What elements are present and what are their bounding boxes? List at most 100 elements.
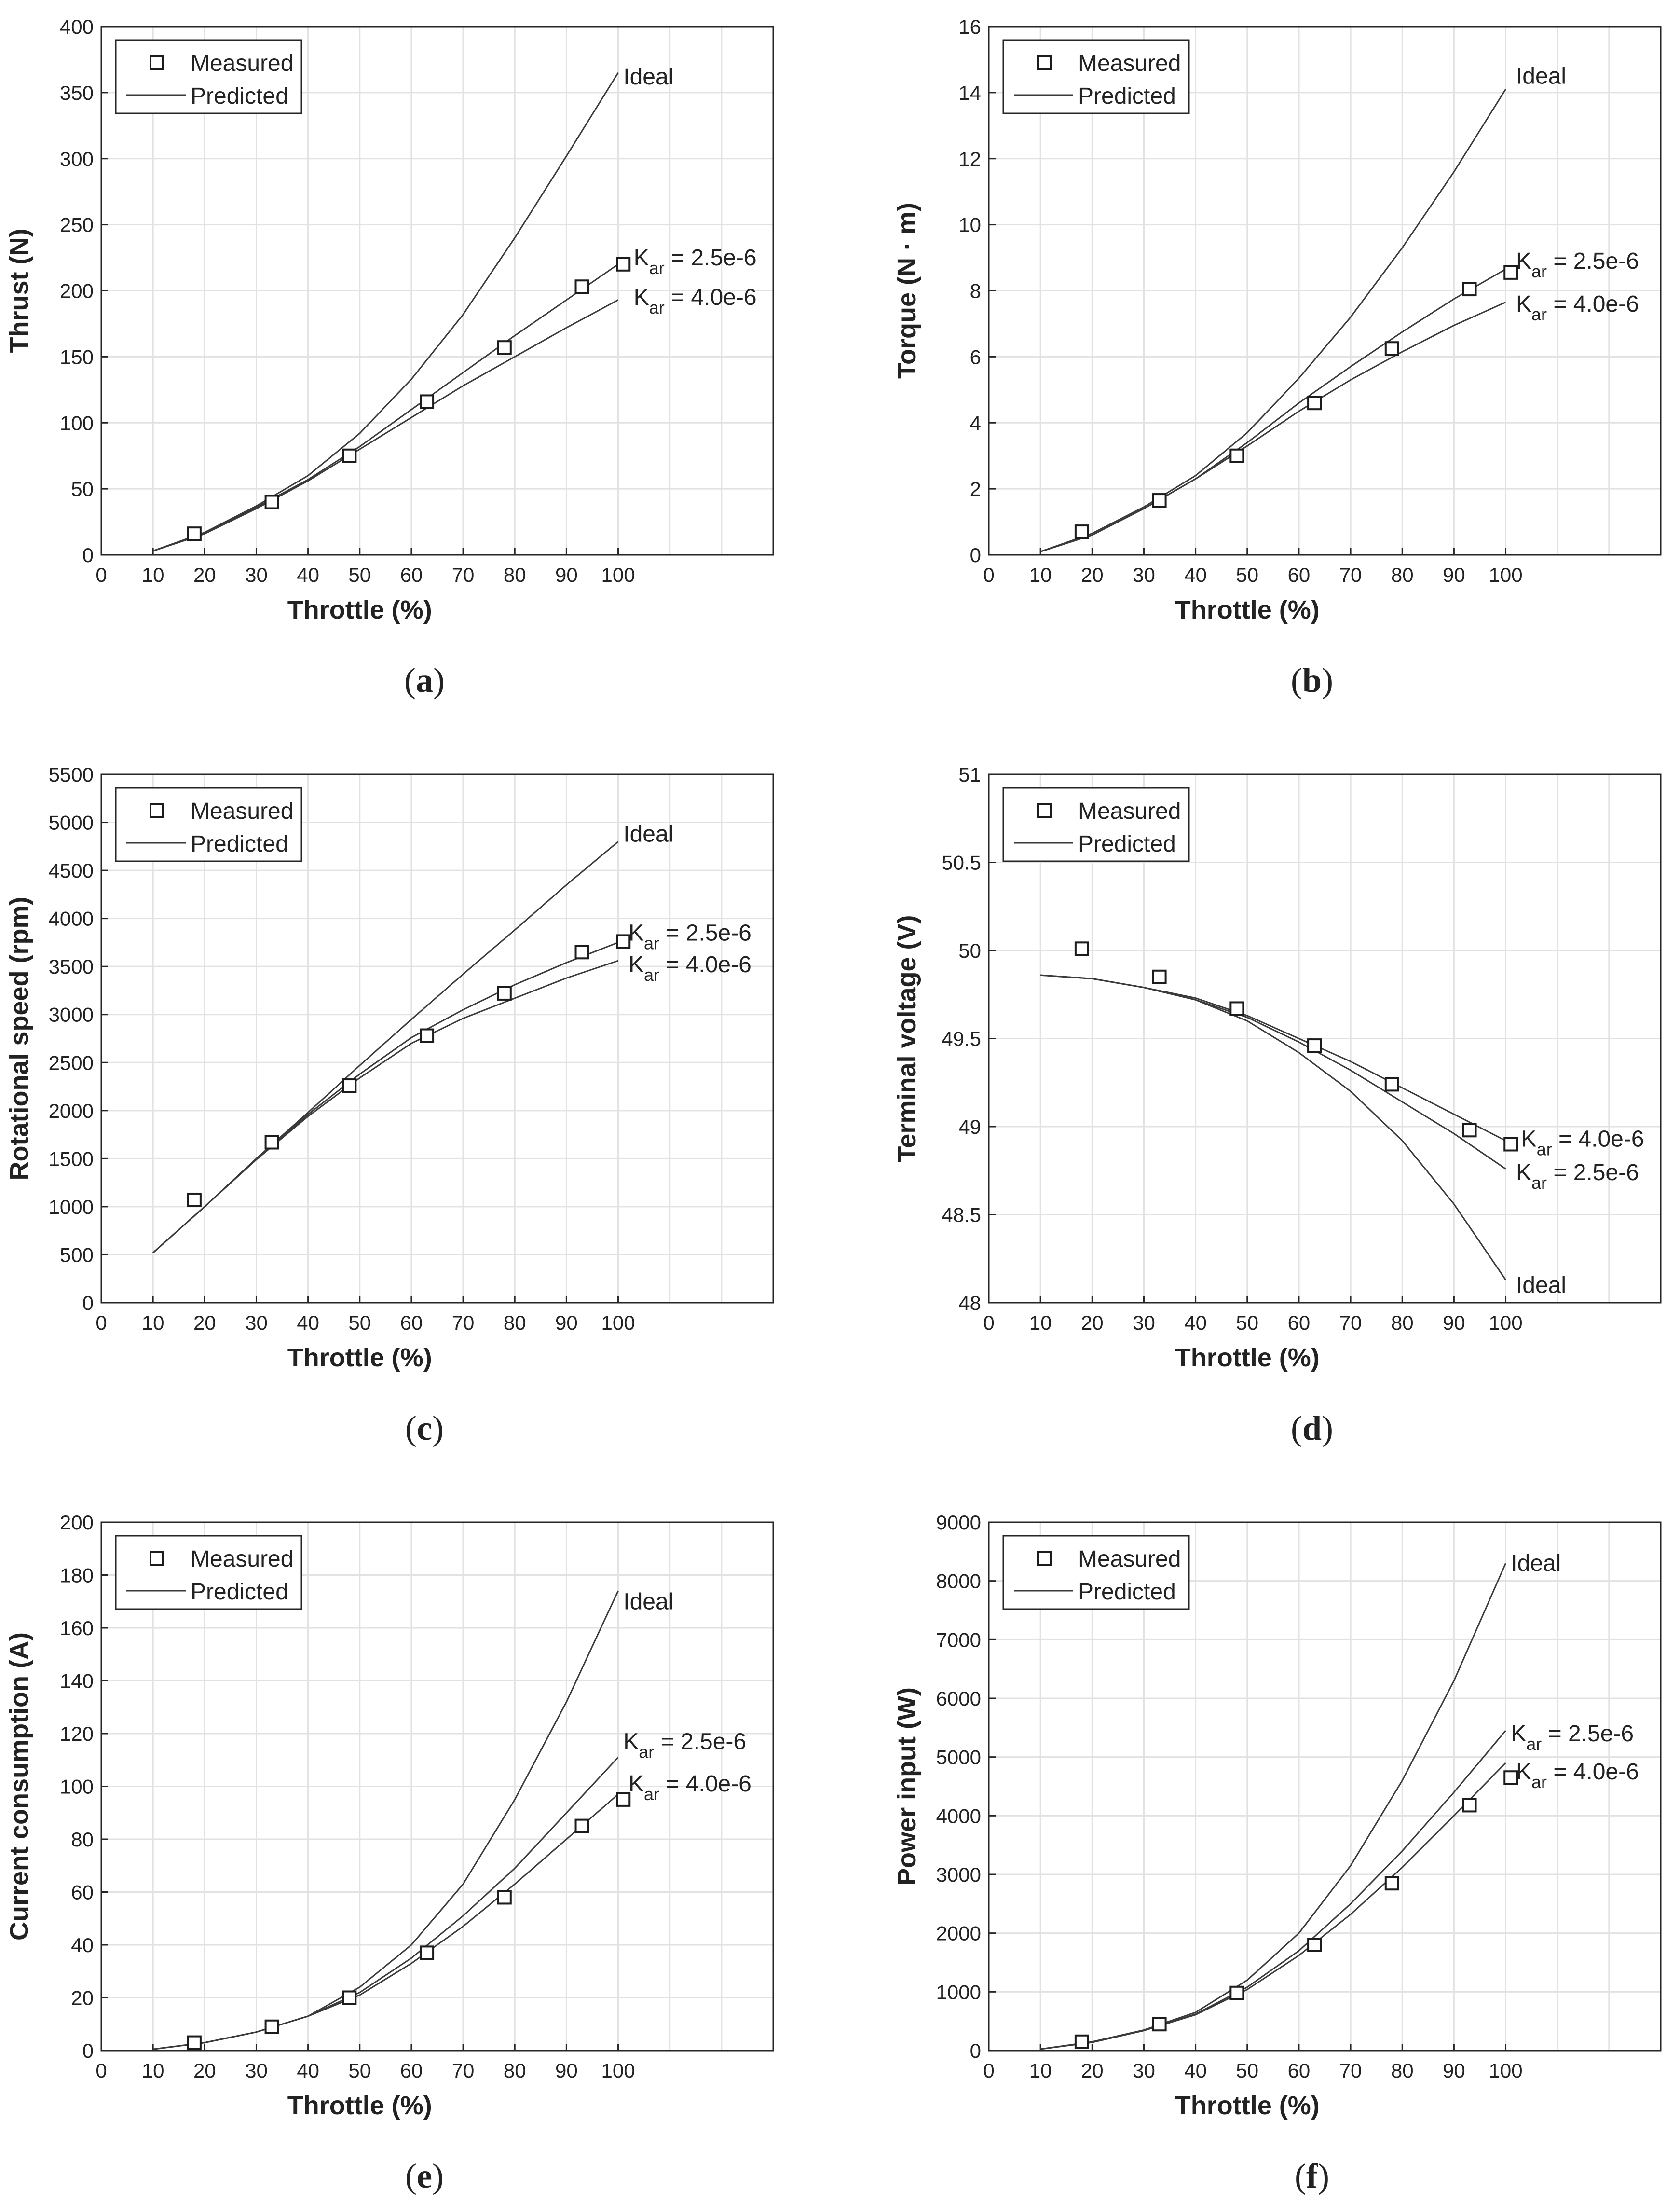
kar-value: = 2.5e-6 bbox=[659, 921, 751, 946]
plot-frame bbox=[988, 1521, 1662, 2052]
x-tick-label: 80 bbox=[504, 564, 526, 586]
kar-annotation: Kar = 4.0e-6 bbox=[634, 285, 757, 317]
x-axis-label: Throttle (%) bbox=[1175, 1343, 1320, 1372]
kar-symbol: K bbox=[628, 952, 644, 978]
x-tick-label: 80 bbox=[504, 1311, 526, 1334]
legend bbox=[1002, 1535, 1190, 1610]
y-tick-label: 49 bbox=[958, 1115, 981, 1138]
legend bbox=[1002, 787, 1190, 862]
y-tick-label: 7000 bbox=[936, 1628, 981, 1651]
x-tick-label: 30 bbox=[1133, 2059, 1155, 2082]
x-tick-label: 40 bbox=[297, 2059, 319, 2082]
kar-symbol: K bbox=[634, 245, 649, 271]
x-tick-label: 40 bbox=[1184, 1311, 1207, 1334]
caption-paren-open: ( bbox=[404, 661, 416, 700]
y-tick-label: 40 bbox=[71, 1934, 94, 1956]
kar-annotation: Kar = 2.5e-6 bbox=[628, 921, 751, 953]
measured-point bbox=[264, 1135, 279, 1150]
y-tick-label: 4 bbox=[970, 412, 981, 434]
kar-4-0e-6-line bbox=[152, 960, 618, 1253]
kar-value: = 4.0e-6 bbox=[1547, 1759, 1639, 1785]
x-tick-label: 30 bbox=[245, 2059, 268, 2082]
y-tick-label: 4000 bbox=[936, 1804, 981, 1827]
legend-measured-marker bbox=[150, 55, 164, 70]
panel-caption: (f) bbox=[1295, 2157, 1329, 2195]
x-tick-label: 50 bbox=[1236, 1311, 1258, 1334]
legend-predicted-label: Predicted bbox=[191, 83, 288, 109]
kar-annotation: Kar = 4.0e-6 bbox=[628, 952, 751, 985]
caption-paren-close: ) bbox=[433, 661, 445, 700]
y-tick-label: 10 bbox=[958, 214, 981, 236]
kar-annotation: Kar = 2.5e-6 bbox=[1516, 1160, 1639, 1193]
legend-measured-label: Measured bbox=[191, 51, 293, 76]
caption-paren-open: ( bbox=[1295, 2157, 1306, 2195]
x-tick-label: 70 bbox=[1339, 2059, 1362, 2082]
ideal-annotation: Ideal bbox=[1516, 1273, 1566, 1298]
kar-subscript: ar bbox=[1531, 262, 1547, 281]
x-tick-label: 80 bbox=[1391, 564, 1414, 586]
y-tick-label: 50 bbox=[958, 939, 981, 962]
x-tick-label: 70 bbox=[1339, 1311, 1362, 1334]
x-tick-label: 50 bbox=[1236, 2059, 1258, 2082]
measured-point bbox=[1074, 941, 1089, 956]
kar-subscript: ar bbox=[644, 934, 659, 953]
legend-measured-marker bbox=[150, 803, 164, 818]
legend-predicted-label: Predicted bbox=[1078, 83, 1176, 109]
panel-caption: (b) bbox=[1291, 661, 1333, 700]
x-tick-label: 50 bbox=[1236, 564, 1258, 586]
ideal-annotation: Ideal bbox=[1516, 64, 1566, 89]
kar-subscript: ar bbox=[649, 258, 665, 278]
x-tick-label: 10 bbox=[142, 1311, 164, 1334]
x-tick-label: 70 bbox=[1339, 564, 1362, 586]
kar-value: = 2.5e-6 bbox=[1547, 1160, 1639, 1185]
x-tick-label: 20 bbox=[193, 564, 216, 586]
legend-predicted-label: Predicted bbox=[191, 831, 288, 857]
x-tick-label: 50 bbox=[348, 2059, 371, 2082]
y-tick-label: 0 bbox=[82, 1292, 94, 1314]
measured-point bbox=[497, 1890, 512, 1905]
chart-panel-b: 0 10 20 30 40 50 60 70 80 90 100 0 2 4 6 8 10 12 14 16 Throt… bbox=[892, 15, 1662, 700]
measured-point bbox=[342, 448, 357, 463]
y-tick-label: 20 bbox=[71, 1987, 94, 2010]
kar-symbol: K bbox=[1521, 1127, 1537, 1152]
kar-annotation: Kar = 2.5e-6 bbox=[623, 1729, 746, 1762]
panel-caption: (d) bbox=[1291, 1409, 1333, 1447]
kar-value: = 4.0e-6 bbox=[665, 285, 757, 310]
ideal-line bbox=[152, 72, 619, 552]
chart-panel-f: 0 10 20 30 40 50 60 70 80 90 100010002000300040005… bbox=[892, 1511, 1662, 2195]
y-tick-label: 50 bbox=[71, 478, 94, 500]
legend-measured-label: Measured bbox=[191, 1546, 293, 1572]
measured-point bbox=[1229, 448, 1244, 463]
x-tick-label: 90 bbox=[1443, 2059, 1465, 2082]
x-tick-label: 80 bbox=[1391, 2059, 1414, 2082]
x-tick-label: 10 bbox=[142, 564, 164, 586]
y-axis-label: Current consumption (A) bbox=[5, 1632, 34, 1941]
x-tick-label: 60 bbox=[1288, 1311, 1311, 1334]
x-tick-label: 100 bbox=[601, 2059, 635, 2082]
y-tick-label: 150 bbox=[60, 345, 94, 368]
measured-point bbox=[1384, 1077, 1399, 1092]
caption-letter: f bbox=[1306, 2157, 1318, 2195]
x-tick-label: 20 bbox=[1081, 564, 1104, 586]
caption-paren-open: ( bbox=[405, 1409, 417, 1447]
x-tick-label: 10 bbox=[1029, 564, 1052, 586]
x-tick-label: 0 bbox=[96, 564, 107, 586]
kar-subscript: ar bbox=[649, 298, 665, 317]
y-tick-label: 500 bbox=[60, 1243, 94, 1266]
x-tick-label: 30 bbox=[245, 564, 268, 586]
legend-measured-marker bbox=[150, 1551, 164, 1566]
kar-symbol: K bbox=[1516, 291, 1531, 317]
measured-point bbox=[1384, 341, 1399, 356]
x-tick-label: 0 bbox=[96, 2059, 107, 2082]
y-tick-label: 300 bbox=[60, 148, 94, 170]
kar-4-0e-6-line bbox=[1040, 974, 1506, 1142]
measured-point bbox=[1462, 282, 1477, 297]
chart-panel-c: 0 10 20 30 40 50 60 70 80 90 100050010001500200025… bbox=[5, 763, 774, 1447]
kar-subscript: ar bbox=[1531, 1173, 1547, 1193]
kar-4-0e-6-line bbox=[1040, 302, 1506, 552]
kar-value: = 2.5e-6 bbox=[654, 1729, 746, 1754]
y-tick-label: 0 bbox=[970, 544, 981, 566]
ideal-annotation: Ideal bbox=[623, 64, 673, 90]
caption-paren-close: ) bbox=[1318, 2157, 1329, 2195]
measured-point bbox=[574, 279, 589, 294]
